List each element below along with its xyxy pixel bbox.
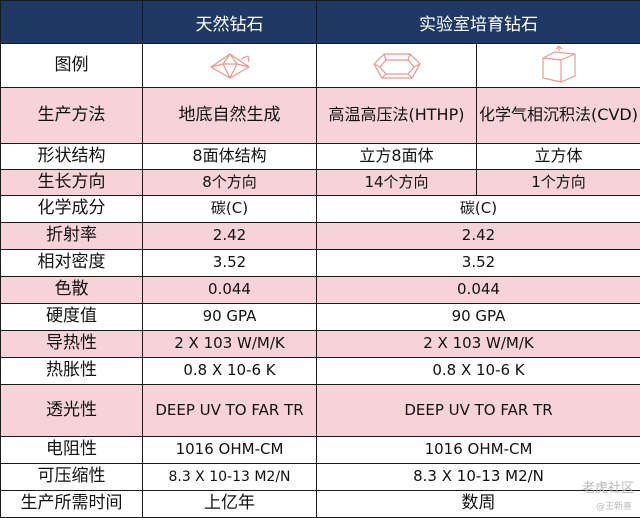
cell-lab: 8.3 X 10-13 M2/N — [316, 463, 640, 491]
cell-natural: DEEP UV TO FAR TR — [142, 384, 317, 437]
cell-natural: 碳(C) — [142, 195, 317, 223]
cell-hthp: 14个方向 — [316, 169, 477, 196]
cell-lab: 碳(C) — [316, 195, 640, 223]
table-row: 形状结构 8面体结构 立方8面体 立方体 — [0, 143, 640, 170]
octahedron-crystal-icon — [142, 43, 317, 88]
cell-natural: 90 GPA — [142, 303, 317, 331]
table-row: 化学成分 碳(C) 碳(C) — [0, 195, 640, 223]
table-row: 可压缩性 8.3 X 10-13 M2/N 8.3 X 10-13 M2/N — [0, 463, 640, 491]
row-label: 化学成分 — [0, 195, 143, 223]
table-row: 生长方向 8个方向 14个方向 1个方向 — [0, 169, 640, 196]
watermark-author: @王新喜 — [595, 502, 632, 512]
row-label: 相对密度 — [0, 249, 143, 277]
cell-natural: 0.8 X 10-6 K — [142, 357, 317, 385]
table-row: 电阻性 1016 OHM-CM 1016 OHM-CM — [0, 436, 640, 464]
table-row: 相对密度 3.52 3.52 — [0, 249, 640, 277]
cell-lab: 2 X 103 W/M/K — [316, 330, 640, 358]
header-lab: 实验室培育钻石 — [316, 0, 640, 44]
cell-lab: 90 GPA — [316, 303, 640, 331]
row-label: 可压缩性 — [0, 463, 143, 491]
row-label: 色散 — [0, 276, 143, 304]
cell-cvd: 立方体 — [476, 143, 640, 170]
header-corner-cell — [0, 0, 143, 44]
table-row: 色散 0.044 0.044 — [0, 276, 640, 304]
row-label: 形状结构 — [0, 143, 143, 170]
row-label: 电阻性 — [0, 436, 143, 464]
cell-natural: 8.3 X 10-13 M2/N — [142, 463, 317, 491]
cell-lab: 0.044 — [316, 276, 640, 304]
cell-natural: 2 X 103 W/M/K — [142, 330, 317, 358]
row-label: 透光性 — [0, 384, 143, 437]
cell-natural: 3.52 — [142, 249, 317, 277]
header-natural: 天然钻石 — [142, 0, 317, 44]
cell-hthp: 立方8面体 — [316, 143, 477, 170]
cell-natural: 1016 OHM-CM — [142, 436, 317, 464]
cell-natural: 上亿年 — [142, 490, 317, 518]
row-label: 生产方法 — [0, 87, 143, 144]
table-row: 硬度值 90 GPA 90 GPA — [0, 303, 640, 331]
table-row: 折射率 2.42 2.42 — [0, 222, 640, 250]
legend-row: 图例 — [0, 43, 640, 88]
header-row: 天然钻石 实验室培育钻石 — [0, 0, 640, 44]
watermark-brand: 老虎社区 — [581, 481, 634, 496]
cell-natural: 0.044 — [142, 276, 317, 304]
table-row: 导热性 2 X 103 W/M/K 2 X 103 W/M/K — [0, 330, 640, 358]
cell-lab: 3.52 — [316, 249, 640, 277]
row-label: 生产所需时间 — [0, 490, 143, 518]
cell-lab: DEEP UV TO FAR TR — [316, 384, 640, 437]
row-label: 热胀性 — [0, 357, 143, 385]
cell-lab: 1016 OHM-CM — [316, 436, 640, 464]
cell-natural: 8个方向 — [142, 169, 317, 196]
cell-lab: 数周 — [316, 490, 640, 518]
row-label: 硬度值 — [0, 303, 143, 331]
cell-lab: 2.42 — [316, 222, 640, 250]
table-row: 生产方法 地底自然生成 高温高压法(HTHP) 化学气相沉积法(CVD) — [0, 87, 640, 144]
cell-cvd: 化学气相沉积法(CVD) — [476, 87, 640, 144]
cell-natural: 8面体结构 — [142, 143, 317, 170]
row-label: 导热性 — [0, 330, 143, 358]
table-row: 热胀性 0.8 X 10-6 K 0.8 X 10-6 K — [0, 357, 640, 385]
table-row: 透光性 DEEP UV TO FAR TR DEEP UV TO FAR TR — [0, 384, 640, 437]
cell-cvd: 1个方向 — [476, 169, 640, 196]
cell-natural: 2.42 — [142, 222, 317, 250]
cuboctahedron-crystal-icon — [316, 43, 477, 88]
cube-crystal-icon — [476, 43, 640, 88]
legend-label: 图例 — [0, 43, 143, 88]
row-label: 折射率 — [0, 222, 143, 250]
cell-hthp: 高温高压法(HTHP) — [316, 87, 477, 144]
cell-lab: 0.8 X 10-6 K — [316, 357, 640, 385]
row-label: 生长方向 — [0, 169, 143, 196]
table-row: 生产所需时间 上亿年 数周 — [0, 490, 640, 518]
cell-natural: 地底自然生成 — [142, 87, 317, 144]
